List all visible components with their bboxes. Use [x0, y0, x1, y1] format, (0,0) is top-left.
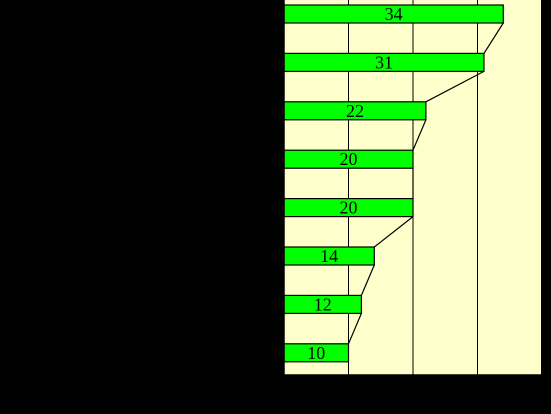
connector-line [483, 22, 504, 54]
data-labels: 34 31 22 20 20 14 12 10 [307, 4, 402, 363]
bar-value-label: 10 [307, 343, 325, 363]
connector-line [425, 70, 485, 103]
bar-value-label: 34 [385, 4, 403, 24]
connector-line [347, 313, 362, 345]
bar-value-label: 31 [375, 52, 393, 72]
bar-value-label: 22 [346, 101, 364, 121]
connector-line [373, 216, 414, 248]
connector-lines [347, 22, 504, 345]
connector-line [412, 119, 427, 151]
bar-value-label: 20 [340, 198, 358, 218]
bar-value-label: 12 [314, 294, 332, 314]
bar-value-label: 14 [320, 246, 338, 266]
connector-line [360, 264, 375, 296]
bar-value-label: 20 [340, 149, 358, 169]
